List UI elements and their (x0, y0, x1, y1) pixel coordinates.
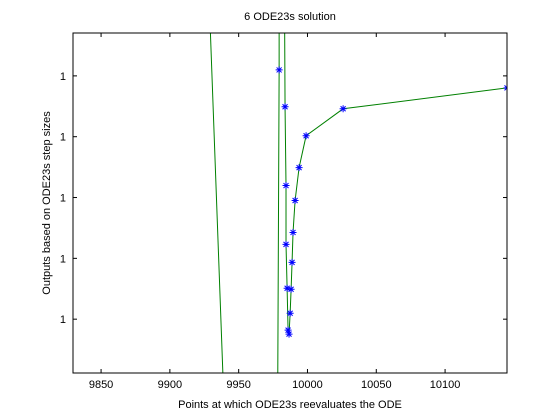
marker (282, 240, 290, 248)
x-axis-label: Points at which ODE23s reevaluates the O… (178, 399, 402, 411)
y-tick-label: 1 (60, 314, 66, 326)
marker (289, 228, 297, 236)
chart-title: 6 ODE23s solution (244, 11, 336, 23)
marker (339, 105, 347, 113)
y-tick-label: 1 (60, 71, 66, 83)
x-tick-label: 9850 (89, 379, 113, 391)
axes-box (72, 32, 508, 374)
marker (284, 326, 292, 334)
marker (302, 132, 310, 140)
marker (283, 284, 291, 292)
x-tick-label: 10100 (430, 379, 461, 391)
y-tick-label: 1 (60, 193, 66, 205)
x-tick-label: 10050 (361, 379, 392, 391)
x-tick-label: 9900 (158, 379, 182, 391)
x-tick-label: 10000 (292, 379, 323, 391)
marker (275, 66, 283, 74)
plot-clip (209, 33, 507, 373)
marker (281, 103, 289, 111)
y-tick-label: 1 (60, 253, 66, 265)
marker (291, 197, 299, 205)
marker (287, 285, 295, 293)
y-axis-label: Outputs based on ODE23s step sizes (41, 111, 53, 295)
marker (288, 258, 296, 266)
x-tick-label: 9950 (226, 379, 250, 391)
marker (285, 330, 293, 338)
marker (295, 164, 303, 172)
y-tick-label: 1 (60, 132, 66, 144)
marker (286, 309, 294, 317)
marker (282, 182, 290, 190)
